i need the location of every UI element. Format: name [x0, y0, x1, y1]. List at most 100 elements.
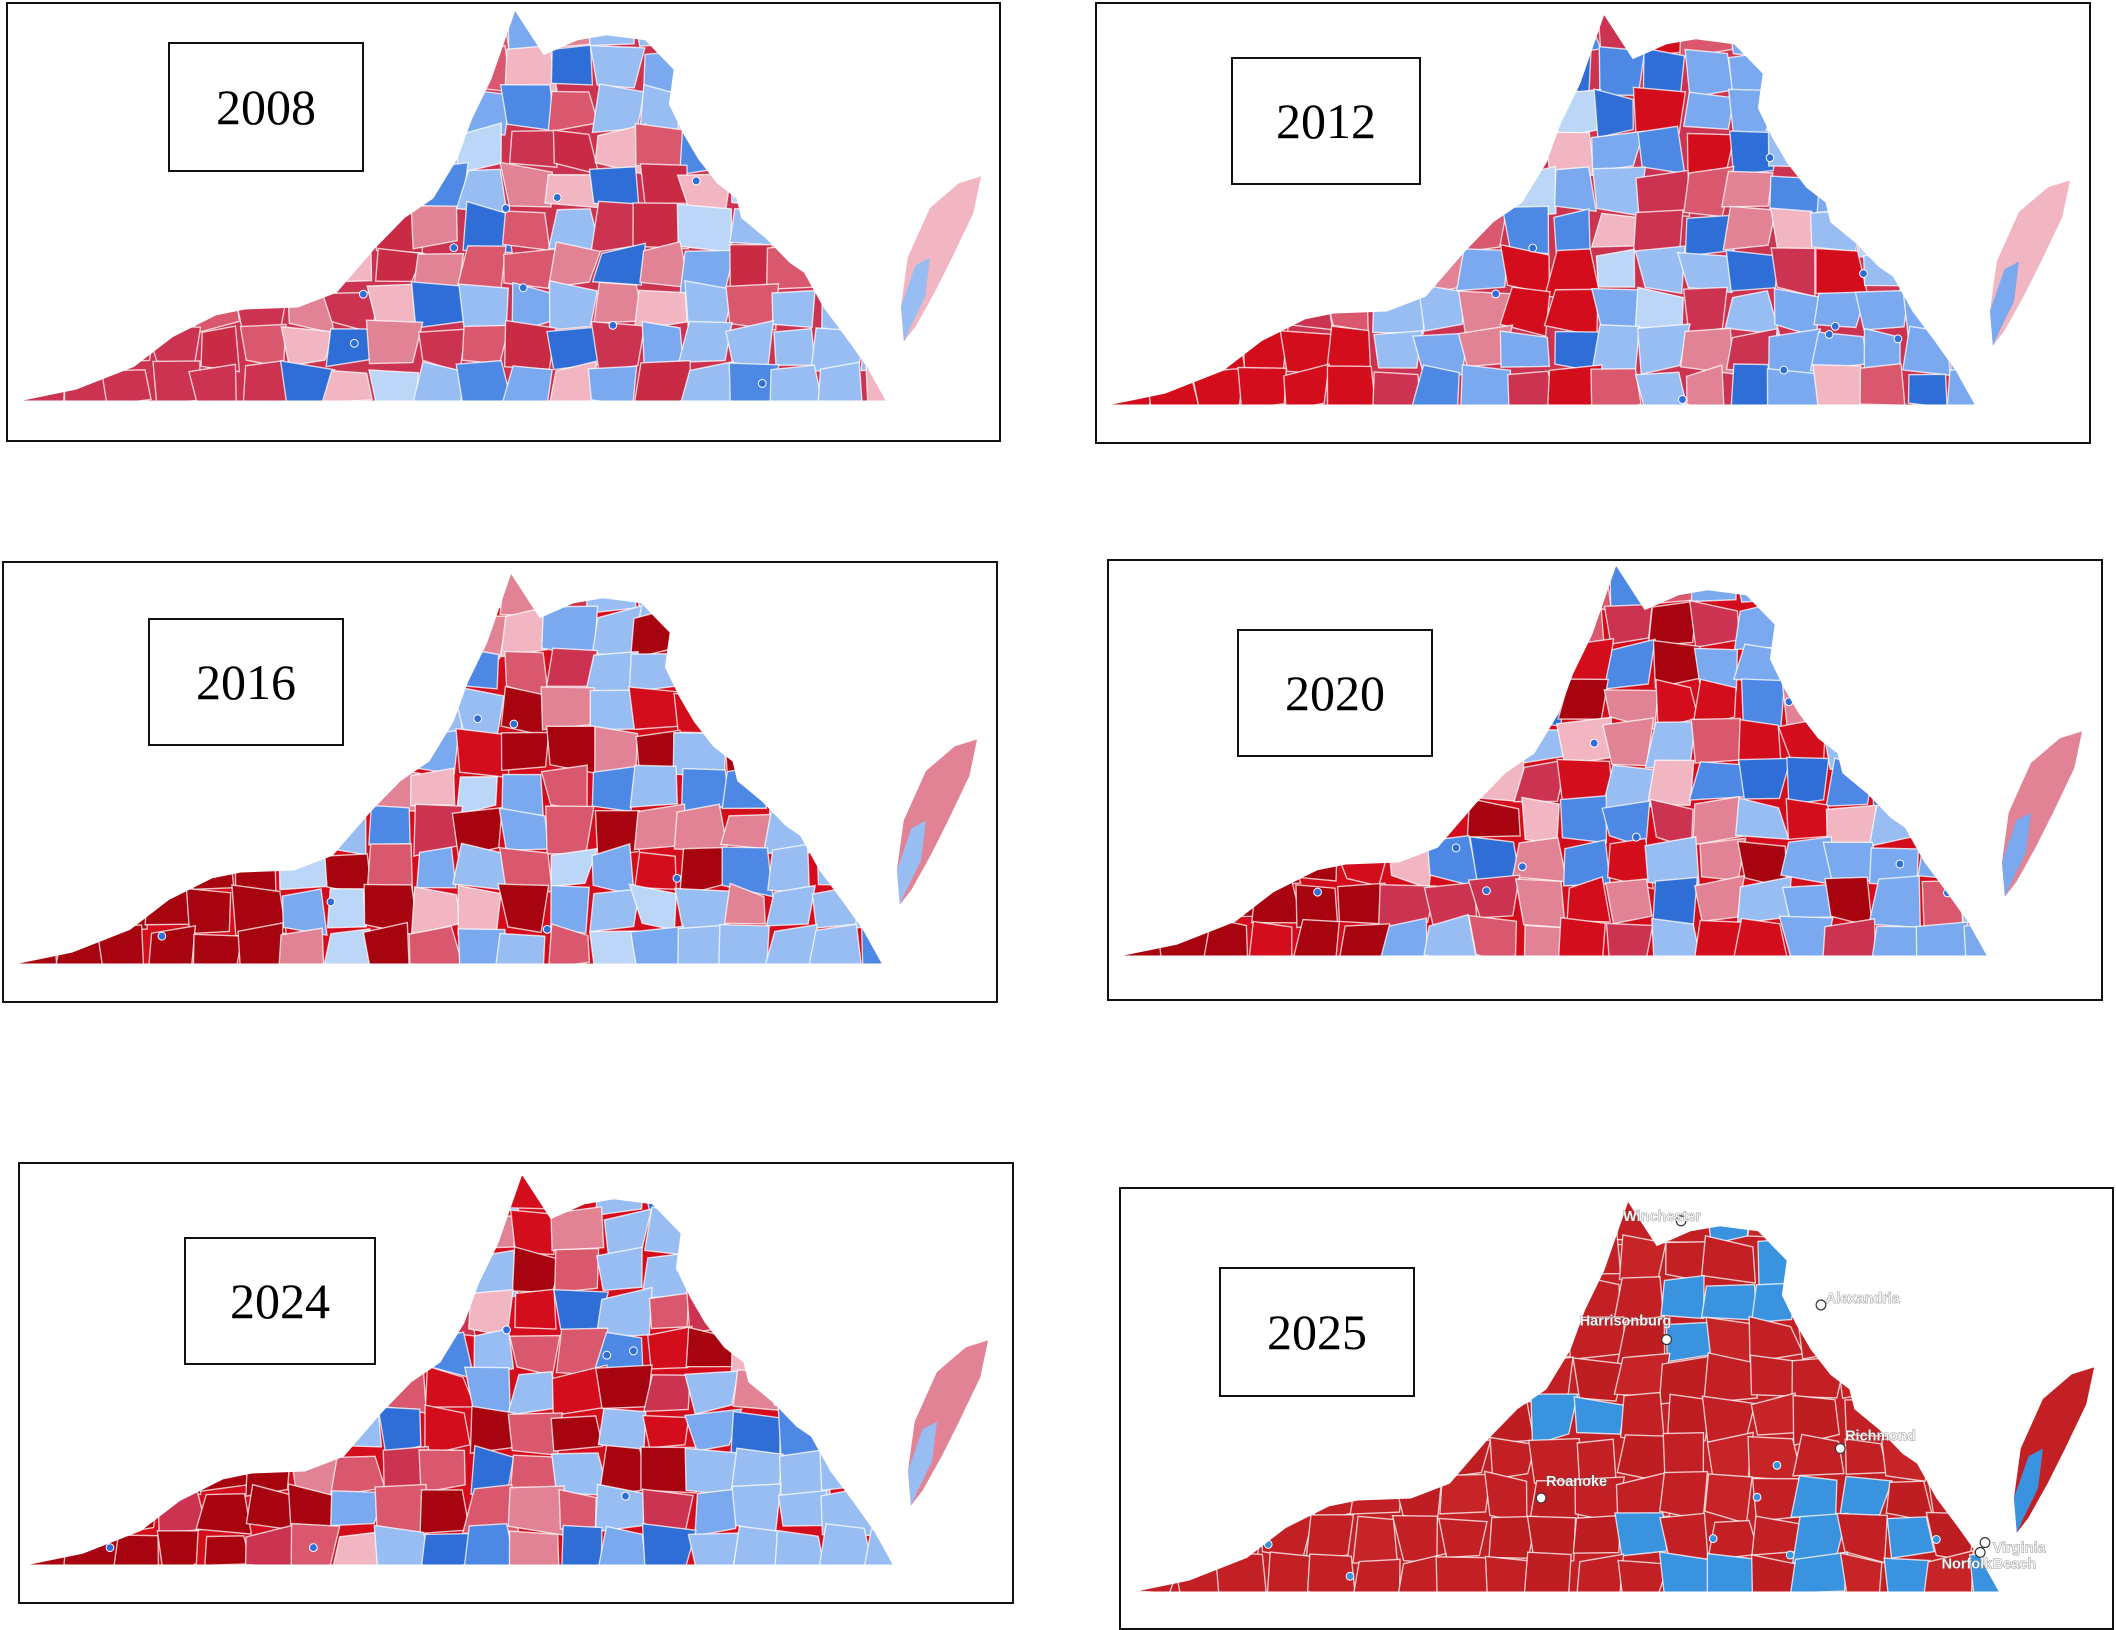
- county-region: [1857, 14, 1910, 60]
- county-region: [1730, 363, 1774, 406]
- county-region: [1201, 917, 1249, 957]
- county-region: [1263, 1432, 1307, 1481]
- county-region: [550, 44, 594, 86]
- county-region: [25, 1256, 75, 1300]
- county-region: [729, 1291, 783, 1336]
- county-region: [951, 1167, 1008, 1213]
- county-region: [1190, 367, 1246, 406]
- county-region: [1283, 363, 1331, 406]
- county-region: [860, 320, 887, 372]
- county-region: [1816, 173, 1860, 214]
- county-region: [1304, 1514, 1355, 1564]
- county-region: [1119, 682, 1171, 731]
- county-region: [14, 922, 59, 965]
- county-region: [25, 1487, 67, 1527]
- county-region: [107, 161, 150, 214]
- county-region: [457, 884, 502, 936]
- county-region: [1780, 600, 1831, 651]
- county-region: [1945, 211, 1976, 259]
- county-region: [1666, 1393, 1712, 1442]
- county-region: [1530, 1393, 1579, 1447]
- county-region: [329, 1174, 388, 1221]
- county-region: [145, 204, 200, 252]
- county-region: [54, 89, 103, 135]
- county-region: [2045, 876, 2098, 927]
- county-region: [100, 10, 157, 54]
- county-region: [1390, 1201, 1446, 1246]
- county-region: [321, 369, 374, 402]
- county-region: [322, 164, 374, 210]
- county-region: [1557, 678, 1610, 720]
- county-region: [1145, 372, 1201, 406]
- county-region: [157, 1451, 202, 1496]
- state-outline: [13, 571, 884, 965]
- county-region: [1590, 368, 1642, 406]
- county-region: [1122, 717, 1164, 771]
- virginia-map-2025: Winchester Alexandria Harrisonburg Richmond…: [1130, 1199, 2109, 1593]
- county-region: [684, 1370, 739, 1416]
- county-region: [1198, 206, 1243, 253]
- county-region: [1523, 1551, 1572, 1593]
- county-region: [1722, 205, 1777, 251]
- county-region: [330, 1490, 388, 1527]
- county-region: [865, 359, 887, 402]
- county-region: [941, 572, 995, 614]
- county-region: [560, 1524, 603, 1566]
- county-region: [952, 1251, 1005, 1288]
- county-region: [64, 1451, 110, 1493]
- county-region: [1484, 1555, 1537, 1593]
- city-dot: [1893, 334, 1903, 344]
- county-region: [1152, 211, 1203, 254]
- county-region: [407, 613, 463, 655]
- county-region: [1946, 90, 1976, 137]
- county-region: [19, 83, 70, 131]
- county-region: [1238, 253, 1288, 295]
- county-region: [279, 359, 336, 402]
- county-region: [1350, 1396, 1401, 1443]
- county-region: [1595, 248, 1636, 288]
- county-region: [1234, 211, 1285, 256]
- county-region: [62, 1367, 119, 1419]
- county-region: [152, 1368, 210, 1416]
- city-marker: [1979, 1537, 1991, 1549]
- city-dot: [629, 1346, 638, 1356]
- state-outline: [24, 1172, 895, 1566]
- county-region: [1634, 371, 1687, 406]
- county-region: [1499, 286, 1551, 337]
- county-region: [1904, 90, 1956, 136]
- county-region: [243, 1365, 294, 1410]
- county-region: [1553, 166, 1597, 213]
- county-region: [366, 161, 415, 214]
- county-region: [109, 125, 153, 173]
- county-region: [540, 686, 596, 731]
- county-layer: [25, 1167, 1008, 1566]
- county-region: [514, 1288, 557, 1330]
- county-region: [411, 645, 462, 698]
- county-region: [418, 1449, 466, 1494]
- county-region: [1390, 1434, 1444, 1479]
- county-region: [1157, 721, 1209, 766]
- county-region: [1962, 722, 1988, 767]
- county-region: [1410, 364, 1460, 406]
- county-region: [949, 926, 986, 975]
- county-region: [66, 1325, 115, 1376]
- county-region: [901, 125, 955, 167]
- city-label: Richmond: [1845, 1428, 1916, 1444]
- county-region: [730, 164, 779, 208]
- city-dot: [518, 283, 528, 293]
- county-region: [1603, 603, 1654, 645]
- county-region: [1190, 286, 1248, 330]
- county-region: [495, 932, 546, 965]
- county-region: [1969, 1313, 2000, 1365]
- county-region: [1898, 244, 1950, 296]
- county-region: [2059, 1511, 2109, 1564]
- county-region: [18, 244, 65, 293]
- city-dot: [1830, 321, 1840, 331]
- county-region: [1769, 207, 1813, 255]
- county-region: [1887, 1201, 1927, 1242]
- county-region: [1917, 838, 1970, 881]
- county-region: [107, 85, 157, 137]
- county-region: [867, 1212, 894, 1257]
- eastern-shore-south: [900, 257, 930, 342]
- city-dot: [358, 289, 368, 299]
